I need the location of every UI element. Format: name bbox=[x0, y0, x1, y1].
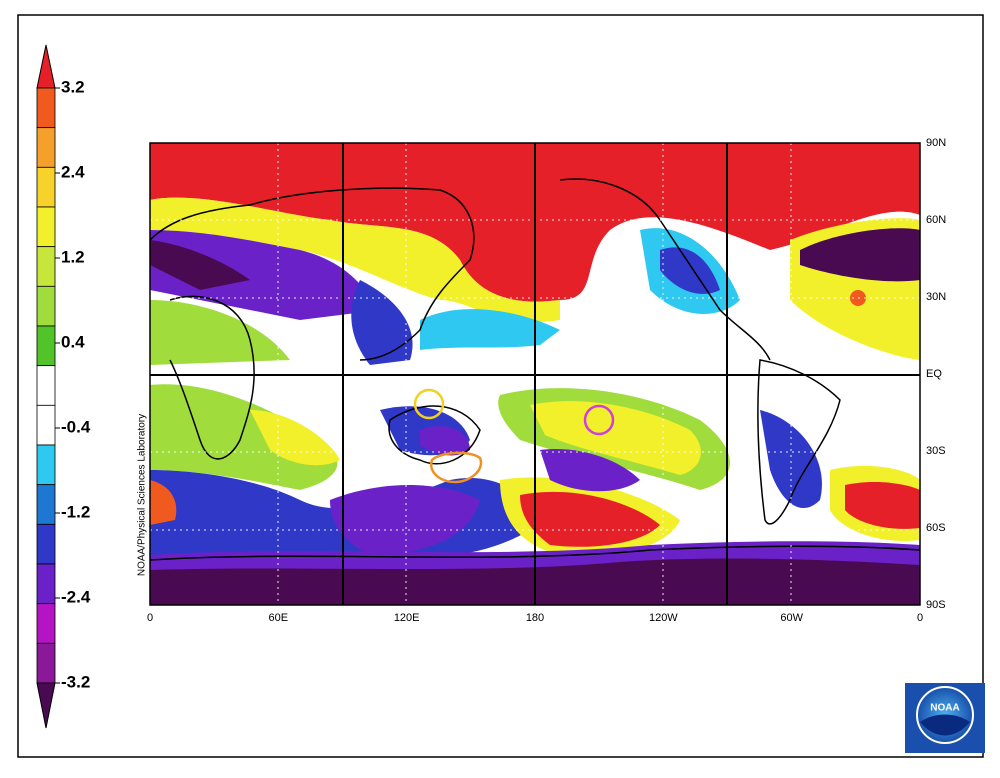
colorbar-box bbox=[36, 523, 56, 565]
colorbar-box bbox=[36, 444, 56, 486]
colorbar-label: 0.4 bbox=[61, 332, 85, 351]
credit: NOAA/Physical Sciences Laboratory bbox=[137, 414, 148, 576]
colorbar-label: 3.2 bbox=[61, 77, 85, 96]
colorbar-box bbox=[36, 365, 56, 406]
highlight-circles bbox=[413, 388, 615, 484]
colorbar-label: 1.2 bbox=[61, 247, 85, 266]
x-tick-label: 0 bbox=[147, 612, 153, 624]
colorbar-box bbox=[36, 603, 56, 644]
colorbar-box bbox=[36, 563, 56, 605]
colorbar-box bbox=[36, 87, 56, 129]
axis-labels: 0 60E 120E 180 120W 60W 0 90N 60N 30N EQ 30S 60S 90S bbox=[147, 137, 946, 624]
colorbar-tip bbox=[36, 682, 56, 729]
colorbar-label: -1.2 bbox=[61, 502, 90, 521]
logo-text: NOAA bbox=[930, 703, 959, 714]
colorbar-label: -0.4 bbox=[61, 417, 91, 436]
colorbar-box bbox=[36, 325, 56, 367]
colorbar-box bbox=[36, 484, 56, 525]
x-tick-label: 60W bbox=[780, 612, 803, 624]
x-tick-label: 60E bbox=[269, 612, 289, 624]
colorbar-label: 2.4 bbox=[61, 162, 85, 181]
y-tick-label: EQ bbox=[926, 368, 942, 380]
y-tick-label: 90N bbox=[926, 137, 946, 149]
colorbar-box bbox=[36, 166, 56, 208]
x-tick-label: 120E bbox=[394, 612, 420, 624]
colorbar-box bbox=[36, 206, 56, 248]
y-tick-label: 90S bbox=[926, 599, 946, 611]
colorbar-label: -2.4 bbox=[61, 587, 91, 606]
x-tick-label: 180 bbox=[526, 612, 544, 624]
colorbar-box bbox=[36, 127, 56, 168]
x-tick-label: 0 bbox=[917, 612, 923, 624]
colorbar-box bbox=[36, 404, 56, 446]
colorbar-label: -3.2 bbox=[61, 672, 90, 691]
colorbar-box bbox=[36, 285, 56, 327]
colorbar: 3.2 2.4 1.2 0.4 -0.4 -1.2 -2.4 -3.2 bbox=[36, 44, 91, 729]
logo: NOAA bbox=[905, 683, 985, 753]
y-tick-label: 60N bbox=[926, 214, 946, 226]
colorbar-box bbox=[36, 642, 56, 684]
y-tick-label: 30N bbox=[926, 291, 946, 303]
graticule bbox=[149, 142, 921, 606]
colorbar-box bbox=[36, 246, 56, 287]
y-tick-label: 30S bbox=[926, 445, 946, 457]
y-tick-label: 60S bbox=[926, 522, 946, 534]
x-tick-label: 120W bbox=[649, 612, 678, 624]
